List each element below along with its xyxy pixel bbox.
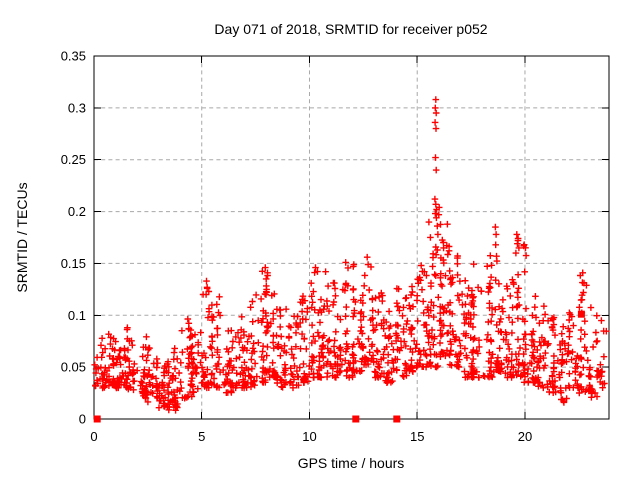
y-tick-label: 0.25 [61, 152, 86, 167]
y-tick-labels: 0 0.05 0.1 0.15 0.2 0.25 0.3 0.35 [61, 49, 86, 427]
scatter-points [91, 96, 610, 414]
x-tick-label: 5 [198, 429, 205, 444]
y-tick-label: 0.05 [61, 360, 86, 375]
y-tick-label: 0.15 [61, 256, 86, 271]
chart-title: Day 071 of 2018, SRMTID for receiver p05… [214, 21, 487, 37]
y-tick-label: 0.3 [68, 100, 86, 115]
y-tick-label: 0 [79, 412, 86, 427]
x-tick-label: 15 [410, 429, 424, 444]
srmtid-series-path [91, 96, 610, 414]
flag-square-marker [393, 415, 401, 423]
y-tick-label: 0.2 [68, 204, 86, 219]
flag-square-marker [93, 415, 101, 423]
x-tick-label: 10 [302, 429, 316, 444]
x-tick-label: 20 [518, 429, 532, 444]
plot-area-border [93, 55, 610, 420]
x-tick-label: 0 [90, 429, 97, 444]
flag-markers [93, 310, 585, 423]
x-tick-labels: 0 5 10 15 20 [90, 429, 532, 444]
x-axis-label: GPS time / hours [298, 455, 405, 471]
y-axis-label: SRMTID / TECUs [14, 182, 30, 292]
y-tick-label: 0.1 [68, 308, 86, 323]
y-tick-label: 0.35 [61, 49, 86, 64]
flag-square-marker [577, 310, 585, 318]
flag-square-marker [352, 415, 360, 423]
